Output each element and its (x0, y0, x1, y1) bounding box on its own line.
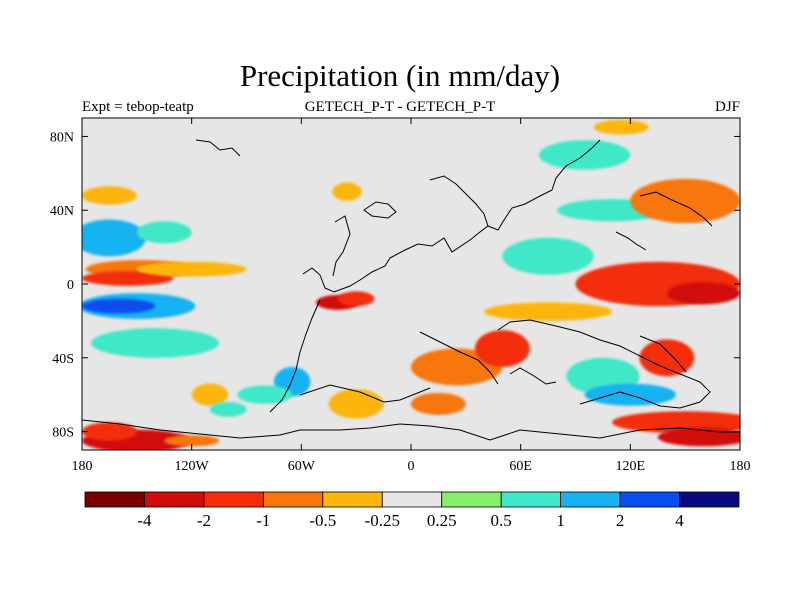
precip-anomaly-32 (612, 411, 740, 434)
coast-small-basin (363, 201, 397, 219)
precip-anomaly-34 (538, 140, 631, 170)
coast-east-continent (497, 319, 711, 409)
precip-anomaly-27 (666, 282, 740, 305)
colorbar-bin (381, 491, 443, 508)
precip-anomaly-11 (164, 435, 220, 447)
x-tick-label: 180 (730, 459, 751, 474)
coastlines (82, 139, 740, 441)
colorbar-label: -2 (197, 511, 211, 530)
x-tick-label: 120E (616, 459, 646, 474)
colorbar-bin (322, 491, 383, 508)
y-tick-label: 0 (67, 278, 74, 293)
precip-anomaly-1 (82, 271, 174, 286)
precip-anomaly-2 (136, 261, 247, 277)
y-tick-label: 40S (52, 352, 74, 367)
precip-anomaly-25 (502, 237, 594, 275)
y-tick-label: 80N (50, 130, 74, 145)
precip-anomaly-15 (237, 385, 293, 404)
colorbar-label: -1 (256, 511, 270, 530)
precip-anomaly-18 (332, 182, 362, 201)
colorbar-bin (679, 491, 740, 508)
precip-anomaly-35 (593, 119, 649, 135)
precip-anomaly-12 (191, 383, 229, 406)
coast-western-continent (302, 139, 601, 293)
precip-anomaly-8 (82, 186, 137, 205)
map-title: Precipitation (in mm/day) (239, 58, 561, 93)
precip-anomaly-13 (209, 402, 247, 417)
precip-anomaly-6 (136, 221, 192, 244)
coast-west-interior (332, 215, 351, 277)
colorbar-bin (262, 491, 324, 508)
colorbar-bin (144, 491, 205, 508)
colorbar-bin (619, 491, 680, 508)
coast-polar-south (82, 419, 740, 441)
coast-mid-south-islands (509, 367, 557, 385)
coast-southeast (639, 335, 687, 373)
y-axis-ticks: 80N 40N 0 40S 80S (50, 130, 740, 441)
precip-anomaly-19 (328, 389, 384, 419)
dataset-label: GETECH_P-T - GETECH_P-T (304, 99, 496, 115)
coast-south-central (419, 331, 499, 385)
colorbar-label: 2 (616, 511, 625, 530)
precip-anomaly-22 (474, 330, 530, 367)
y-tick-label: 40N (50, 204, 74, 219)
x-tick-label: 60W (288, 459, 316, 474)
x-tick-label: 120W (175, 459, 210, 474)
y-tick-label: 80S (52, 426, 74, 441)
precip-anomaly-29 (639, 339, 695, 377)
colorbar-bin (441, 491, 502, 508)
coast-east-inlet (615, 231, 647, 251)
colorbar-bin (500, 491, 562, 508)
precip-anomaly-20 (411, 392, 466, 415)
precipitation-field (82, 119, 740, 450)
colorbar-label: 4 (675, 511, 684, 530)
colorbar-bin (560, 491, 621, 508)
colorbar-label: -4 (137, 511, 152, 530)
coast-southern-ring (299, 384, 431, 403)
precip-anomaly-4 (82, 298, 156, 314)
x-tick-label: 180 (72, 459, 93, 474)
colorbar-label: -0.25 (365, 511, 400, 530)
coast-north-islands (195, 139, 241, 157)
season-label: DJF (714, 99, 740, 115)
x-tick-label: 60E (509, 459, 532, 474)
x-tick-label: 0 (408, 459, 415, 474)
precip-anomaly-5 (82, 219, 146, 257)
coast-north-gulf (429, 175, 489, 227)
colorbar-bin (203, 491, 264, 508)
precip-anomaly-7 (91, 328, 220, 358)
precip-anomaly-28 (630, 178, 740, 224)
precip-anomaly-33 (657, 427, 740, 447)
coast-south-west (269, 299, 321, 413)
colorbar: -4 -2 -1 -0.5 -0.25 0.25 0.5 1 2 4 (84, 491, 740, 530)
coast-east-islands (639, 191, 713, 227)
precip-anomaly-17 (337, 291, 375, 307)
colorbar-label: 0.25 (427, 511, 457, 530)
colorbar-bin (84, 491, 145, 508)
colorbar-label: 1 (556, 511, 565, 530)
precip-anomaly-23 (484, 302, 613, 321)
precip-anomaly-10 (82, 422, 137, 441)
colorbar-label: 0.5 (491, 511, 512, 530)
x-axis-ticks: 180 120W 60W 0 60E 120E 180 (72, 118, 751, 474)
experiment-label: Expt = tebop-teatp (82, 99, 194, 115)
colorbar-label: -0.5 (309, 511, 336, 530)
